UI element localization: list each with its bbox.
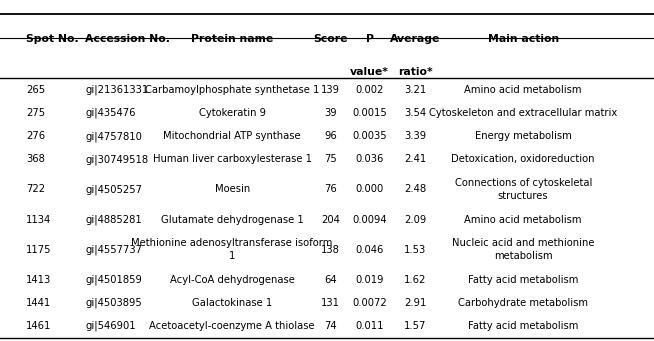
Text: 0.036: 0.036 xyxy=(355,154,384,164)
Text: Nucleic acid and methionine
metabolism: Nucleic acid and methionine metabolism xyxy=(452,238,594,261)
Text: Fatty acid metabolism: Fatty acid metabolism xyxy=(468,275,578,285)
Text: 0.000: 0.000 xyxy=(355,184,384,194)
Text: gi|4505257: gi|4505257 xyxy=(85,184,142,195)
Text: 3.54: 3.54 xyxy=(404,108,426,118)
Text: Main action: Main action xyxy=(488,34,559,44)
Text: 1441: 1441 xyxy=(26,298,52,308)
Text: 3.39: 3.39 xyxy=(404,131,426,141)
Text: 138: 138 xyxy=(321,244,339,255)
Text: 74: 74 xyxy=(324,321,337,331)
Text: gi|4885281: gi|4885281 xyxy=(85,214,142,225)
Text: 96: 96 xyxy=(324,131,337,141)
Text: Mitochondrial ATP synthase: Mitochondrial ATP synthase xyxy=(164,131,301,141)
Text: 39: 39 xyxy=(324,108,337,118)
Text: Detoxication, oxidoreduction: Detoxication, oxidoreduction xyxy=(451,154,595,164)
Text: gi|546901: gi|546901 xyxy=(85,321,135,331)
Text: 0.019: 0.019 xyxy=(355,275,384,285)
Text: Acetoacetyl-coenzyme A thiolase: Acetoacetyl-coenzyme A thiolase xyxy=(149,321,315,331)
Text: ratio*: ratio* xyxy=(398,66,432,77)
Text: 276: 276 xyxy=(26,131,45,141)
Text: 1.53: 1.53 xyxy=(404,244,426,255)
Text: 275: 275 xyxy=(26,108,45,118)
Text: 0.0015: 0.0015 xyxy=(352,108,387,118)
Text: 0.002: 0.002 xyxy=(355,85,384,95)
Text: 1134: 1134 xyxy=(26,214,52,225)
Text: 1175: 1175 xyxy=(26,244,52,255)
Text: 3.21: 3.21 xyxy=(404,85,426,95)
Text: Protein name: Protein name xyxy=(191,34,273,44)
Text: 131: 131 xyxy=(320,298,340,308)
Text: 2.91: 2.91 xyxy=(404,298,426,308)
Text: Carbohydrate metabolism: Carbohydrate metabolism xyxy=(458,298,588,308)
Text: 0.0072: 0.0072 xyxy=(352,298,387,308)
Text: gi|4503895: gi|4503895 xyxy=(85,298,142,308)
Text: 75: 75 xyxy=(324,154,337,164)
Text: Accession No.: Accession No. xyxy=(85,34,170,44)
Text: Methionine adenosyltransferase isoform
1: Methionine adenosyltransferase isoform 1 xyxy=(131,238,333,261)
Text: Acyl-CoA dehydrogenase: Acyl-CoA dehydrogenase xyxy=(170,275,294,285)
Text: 0.0035: 0.0035 xyxy=(353,131,387,141)
Text: 1.57: 1.57 xyxy=(404,321,426,331)
Text: 265: 265 xyxy=(26,85,45,95)
Text: 76: 76 xyxy=(324,184,337,194)
Text: 2.41: 2.41 xyxy=(404,154,426,164)
Text: P: P xyxy=(366,34,373,44)
Text: Glutamate dehydrogenase 1: Glutamate dehydrogenase 1 xyxy=(161,214,303,225)
Text: value*: value* xyxy=(350,66,389,77)
Text: gi|4501859: gi|4501859 xyxy=(85,275,142,285)
Text: Galactokinase 1: Galactokinase 1 xyxy=(192,298,272,308)
Text: Score: Score xyxy=(313,34,347,44)
Text: 1413: 1413 xyxy=(26,275,52,285)
Text: Fatty acid metabolism: Fatty acid metabolism xyxy=(468,321,578,331)
Text: Connections of cytoskeletal
structures: Connections of cytoskeletal structures xyxy=(455,178,592,201)
Text: Amino acid metabolism: Amino acid metabolism xyxy=(464,85,582,95)
Text: 2.09: 2.09 xyxy=(404,214,426,225)
Text: Moesin: Moesin xyxy=(215,184,250,194)
Text: Average: Average xyxy=(390,34,441,44)
Text: 1.62: 1.62 xyxy=(404,275,426,285)
Text: 368: 368 xyxy=(26,154,45,164)
Text: Human liver carboxylesterase 1: Human liver carboxylesterase 1 xyxy=(152,154,312,164)
Text: gi|4557737: gi|4557737 xyxy=(85,244,142,255)
Text: 722: 722 xyxy=(26,184,45,194)
Text: Carbamoylphosphate synthetase 1: Carbamoylphosphate synthetase 1 xyxy=(145,85,319,95)
Text: 64: 64 xyxy=(324,275,337,285)
Text: gi|435476: gi|435476 xyxy=(85,108,135,118)
Text: 204: 204 xyxy=(321,214,339,225)
Text: 1461: 1461 xyxy=(26,321,52,331)
Text: 0.0094: 0.0094 xyxy=(353,214,387,225)
Text: 0.011: 0.011 xyxy=(355,321,384,331)
Text: Spot No.: Spot No. xyxy=(26,34,79,44)
Text: Cytokeratin 9: Cytokeratin 9 xyxy=(199,108,266,118)
Text: Energy metabolism: Energy metabolism xyxy=(475,131,572,141)
Text: 0.046: 0.046 xyxy=(355,244,384,255)
Text: 139: 139 xyxy=(320,85,340,95)
Text: gi|21361331: gi|21361331 xyxy=(85,85,148,95)
Text: gi|4757810: gi|4757810 xyxy=(85,131,142,142)
Text: Cytoskeleton and extracellular matrix: Cytoskeleton and extracellular matrix xyxy=(429,108,617,118)
Text: gi|30749518: gi|30749518 xyxy=(85,154,148,165)
Text: Amino acid metabolism: Amino acid metabolism xyxy=(464,214,582,225)
Text: 2.48: 2.48 xyxy=(404,184,426,194)
